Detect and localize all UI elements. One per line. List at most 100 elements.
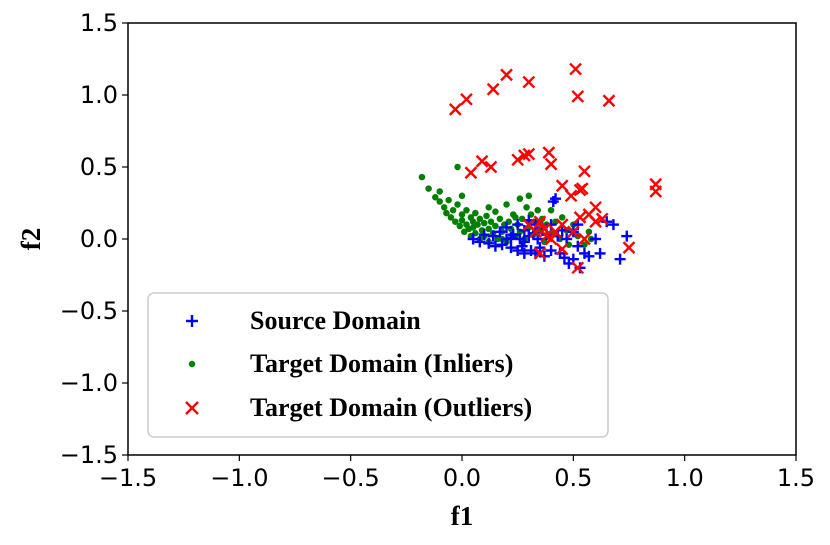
inlier-point: [449, 206, 457, 214]
source-point: [496, 239, 508, 251]
x-tick-label: −0.5: [322, 464, 380, 492]
inlier-point: [454, 163, 461, 171]
inlier-point: [440, 204, 448, 211]
legend-box: [147, 292, 609, 438]
outlier-point: [542, 146, 556, 159]
outlier-point: [595, 212, 609, 226]
x-tick-label: −1.0: [210, 464, 268, 492]
inlier-point: [512, 214, 519, 221]
source-point: [483, 237, 495, 249]
outlier-point: [448, 103, 462, 116]
y-tick-label: 1.0: [80, 81, 118, 109]
outlier-point: [460, 92, 473, 106]
source-point: [550, 193, 562, 205]
inlier-point: [463, 206, 470, 214]
inlier-point: [425, 185, 432, 192]
inlier-point: [547, 206, 555, 214]
outlier-point: [589, 215, 602, 229]
source-point: [505, 232, 517, 244]
outlier-point: [589, 200, 602, 214]
outlier-point: [578, 232, 591, 246]
y-tick-label: −1.0: [60, 369, 118, 397]
inlier-point: [476, 215, 484, 223]
source-point: [621, 230, 633, 242]
outlier-point: [571, 90, 585, 103]
source-point: [474, 236, 486, 248]
y-tick-label: 0.0: [80, 225, 118, 253]
inlier-point: [472, 221, 479, 228]
source-point: [489, 240, 501, 252]
inlier-point: [483, 212, 490, 220]
inlier-point: [454, 201, 461, 208]
inlier-point: [458, 217, 466, 224]
inlier-point: [492, 208, 499, 215]
source-point: [572, 240, 584, 252]
x-tick-label: 0.0: [443, 464, 481, 492]
x-axis-ticks: −1.5 −1.0 −0.5 0.0 0.5 1.0 1.5: [99, 455, 815, 492]
y-tick-label: −0.5: [60, 297, 118, 325]
x-axis-label: f1: [451, 501, 474, 531]
outlier-point: [569, 62, 582, 76]
y-axis-ticks: −1.5 −1.0 −0.5 0.0 0.5 1.0 1.5: [60, 9, 128, 469]
legend-marker-x-icon: [185, 401, 199, 415]
inlier-point: [525, 192, 533, 200]
inlier-point: [492, 222, 499, 230]
outlier-point: [500, 68, 513, 82]
outlier-point: [522, 75, 536, 89]
outlier-point: [649, 185, 663, 198]
inlier-point: [481, 219, 488, 227]
inlier-point: [458, 211, 466, 218]
source-point: [487, 230, 499, 242]
inlier-point: [534, 206, 541, 214]
outlier-point: [475, 154, 489, 168]
inlier-point: [445, 196, 452, 204]
source-point: [558, 252, 570, 264]
legend-label-target-outliers: Target Domain (Outliers): [250, 393, 532, 422]
y-tick-label: −1.5: [60, 441, 118, 469]
outlier-point: [573, 211, 587, 224]
outlier-point: [575, 182, 589, 195]
source-point: [545, 245, 557, 257]
inlier-point: [585, 228, 593, 236]
legend: Source Domain Target Domain (Inliers) Ta…: [147, 292, 609, 438]
outlier-point: [484, 160, 498, 174]
inlier-point: [436, 198, 443, 205]
inlier-point: [418, 173, 426, 181]
source-point: [583, 250, 595, 262]
outlier-point: [533, 215, 547, 229]
x-tick-label: −1.5: [99, 464, 157, 492]
y-axis-label: f2: [16, 228, 46, 251]
x-tick-label: 1.0: [666, 464, 704, 492]
source-point: [501, 221, 513, 233]
y-tick-label: 0.5: [80, 153, 118, 181]
source-point: [518, 247, 530, 259]
source-point: [614, 253, 626, 265]
source-point: [590, 233, 602, 245]
y-tick-label: 1.5: [80, 9, 118, 37]
source-point: [594, 247, 606, 259]
outlier-point: [538, 222, 551, 236]
outlier-point: [555, 218, 569, 231]
outlier-point: [544, 157, 558, 171]
outlier-point: [578, 164, 591, 178]
legend-marker-dot-icon: [188, 360, 196, 368]
source-point: [505, 242, 517, 254]
x-tick-label: 1.5: [777, 464, 815, 492]
source-point: [534, 242, 546, 254]
source-point: [518, 236, 530, 248]
inlier-point: [485, 225, 492, 233]
source-point: [467, 233, 479, 245]
outlier-point: [511, 153, 525, 167]
inlier-point: [432, 193, 439, 201]
inlier-point: [456, 222, 464, 230]
inlier-point: [485, 204, 492, 211]
outlier-point: [533, 247, 547, 260]
inlier-point: [452, 218, 459, 225]
outlier-point: [622, 241, 636, 254]
outlier-point: [486, 82, 500, 96]
inlier-point: [516, 195, 524, 202]
outlier-point: [544, 232, 558, 246]
data-points: [418, 62, 663, 275]
outlier-point: [555, 242, 569, 256]
